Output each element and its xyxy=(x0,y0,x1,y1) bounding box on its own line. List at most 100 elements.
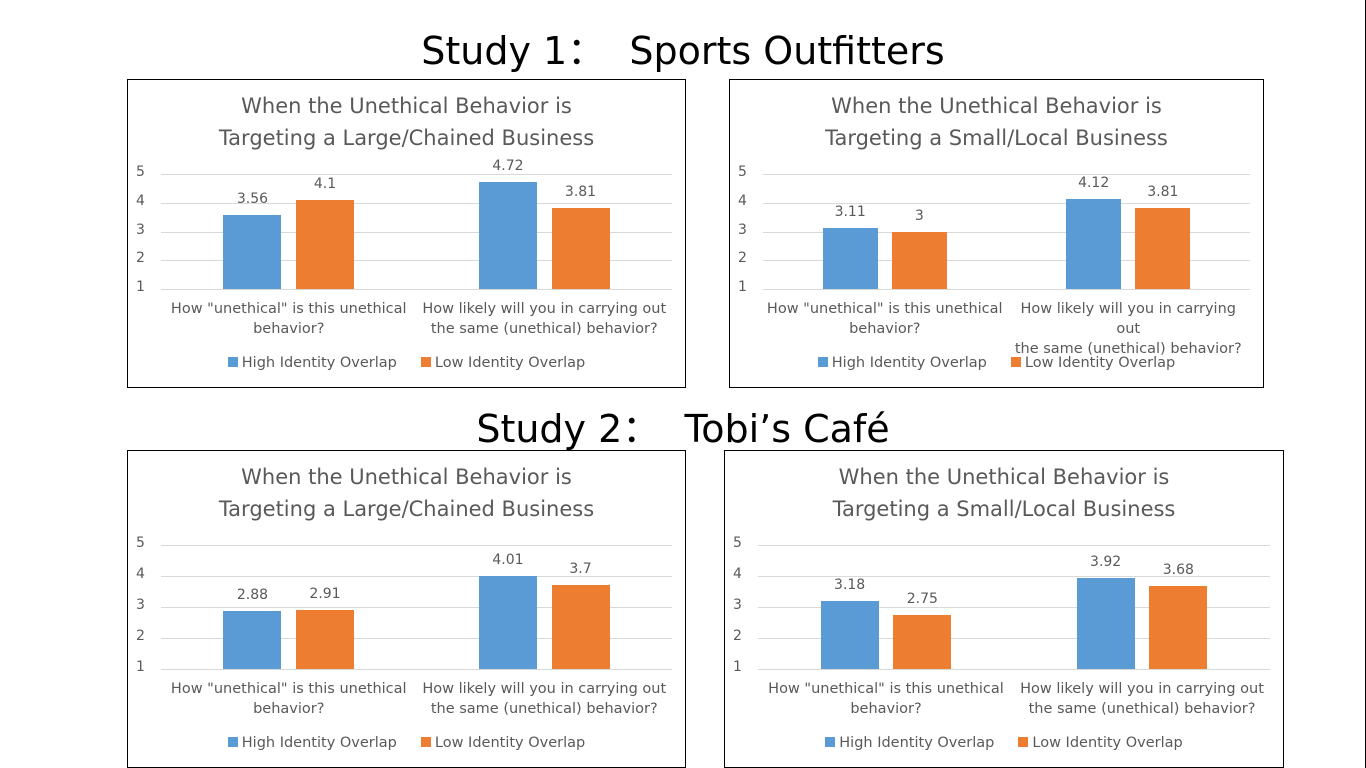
gridline xyxy=(161,289,672,290)
y-tick-label: 5 xyxy=(733,535,742,551)
gridline xyxy=(161,669,672,670)
data-label: 3.11 xyxy=(834,204,866,221)
low-overlap-bar xyxy=(296,609,355,669)
gridline xyxy=(161,202,672,204)
y-tick-label: 2 xyxy=(136,628,145,644)
data-label: 4.72 xyxy=(492,158,524,175)
low-overlap-bar xyxy=(891,231,947,289)
high-overlap-bar xyxy=(820,601,879,669)
legend-item: Low Identity Overlap xyxy=(1010,355,1175,371)
data-label: 3.68 xyxy=(1162,561,1194,578)
category-label: How likely will you in carrying out the s… xyxy=(417,679,673,719)
high-overlap-bar xyxy=(1066,199,1122,289)
category-label-line: How likely will you in carrying out xyxy=(422,301,667,317)
y-tick-label: 3 xyxy=(738,221,747,238)
data-label: 3.81 xyxy=(564,184,597,201)
legend-item: Low Identity Overlap xyxy=(420,735,586,751)
legend-item: High Identity Overlap xyxy=(825,735,994,751)
y-tick-label: 1 xyxy=(136,659,145,675)
chart-3: When the Unethical Behavior is Targeting … xyxy=(127,450,686,768)
legend: High Identity Overlap Low Identity Overla… xyxy=(128,735,685,751)
legend-label: High Identity Overlap xyxy=(241,735,397,751)
data-label: 4.1 xyxy=(313,175,337,192)
legend-swatch xyxy=(420,737,431,747)
category-label-line: the same (unethical) behavior? xyxy=(430,321,658,337)
category-label-line: How "unethical" is this unethical xyxy=(768,681,1004,697)
chart-title-line: Targeting a Large/Chained Business xyxy=(218,497,595,521)
y-tick-label: 2 xyxy=(733,628,742,644)
category-label: How "unethical" is this unethical behavio… xyxy=(161,299,417,339)
study-1-title: Study 1： Sports Outfitters xyxy=(421,29,945,73)
chart-1: When the Unethical Behavior is Targeting … xyxy=(127,79,686,388)
legend-swatch xyxy=(817,357,828,367)
gridline xyxy=(161,607,672,608)
legend-label: High Identity Overlap xyxy=(831,355,987,371)
low-overlap-bar xyxy=(551,208,610,289)
category-label-line: the same (unethical) behavior? xyxy=(1028,701,1256,717)
data-label: 4.01 xyxy=(492,551,524,568)
chart-title-line: Targeting a Small/Local Business xyxy=(832,497,1176,521)
gridline xyxy=(758,638,1270,639)
category-label-line: behavior? xyxy=(849,321,921,337)
legend-swatch xyxy=(227,357,238,367)
category-label-line: behavior? xyxy=(253,701,325,717)
low-overlap-bar xyxy=(1149,585,1208,669)
data-label: 4.12 xyxy=(1078,175,1110,192)
category-label-line: How "unethical" is this unethical xyxy=(170,301,407,317)
high-overlap-bar xyxy=(1076,578,1135,669)
legend-item: High Identity Overlap xyxy=(227,355,397,371)
y-tick-label: 1 xyxy=(738,279,747,295)
y-tick-label: 4 xyxy=(733,566,742,582)
legend-item: High Identity Overlap xyxy=(227,735,397,751)
legend-label: Low Identity Overlap xyxy=(434,735,586,751)
data-label: 2.88 xyxy=(236,586,269,603)
gridline xyxy=(161,231,672,233)
category-label: How "unethical" is this unethical behavio… xyxy=(758,679,1014,719)
y-tick-label: 2 xyxy=(738,250,747,267)
gridline xyxy=(758,669,1270,670)
y-tick-label: 5 xyxy=(136,164,145,180)
data-label: 3.81 xyxy=(1147,184,1179,201)
chart-2: When the Unethical Behavior is Targeting … xyxy=(729,79,1264,388)
chart-title-line: When the Unethical Behavior is xyxy=(241,94,572,118)
gridline xyxy=(161,260,672,262)
high-overlap-bar xyxy=(223,215,282,289)
high-overlap-bar xyxy=(223,610,282,669)
data-label: 2.75 xyxy=(906,590,938,607)
legend-label: Low Identity Overlap xyxy=(1032,735,1183,751)
y-tick-label: 5 xyxy=(136,535,145,551)
gridline xyxy=(758,545,1270,546)
legend-swatch xyxy=(227,737,238,747)
y-tick-label: 2 xyxy=(136,250,145,267)
gridline xyxy=(763,231,1250,233)
category-label-line: How likely will you in carrying out xyxy=(1020,301,1236,337)
legend-swatch xyxy=(1010,357,1021,367)
y-tick-label: 3 xyxy=(136,221,145,238)
legend-item: Low Identity Overlap xyxy=(1018,735,1183,751)
data-label: 3.56 xyxy=(236,191,269,208)
gridline xyxy=(758,576,1270,577)
data-label: 3.18 xyxy=(834,577,866,594)
legend-label: High Identity Overlap xyxy=(839,735,995,751)
y-tick-label: 3 xyxy=(136,597,145,613)
data-label: 3.92 xyxy=(1090,554,1122,571)
legend: High Identity Overlap Low Identity Overla… xyxy=(730,355,1263,371)
gridline xyxy=(763,289,1250,290)
high-overlap-bar xyxy=(478,182,537,289)
category-label-line: the same (unethical) behavior? xyxy=(430,701,658,717)
category-label: How likely will you in carrying out the s… xyxy=(1014,679,1270,719)
low-overlap-bar xyxy=(893,614,952,669)
chart-title-line: Targeting a Small/Local Business xyxy=(825,126,1168,150)
category-label-line: How likely will you in carrying out xyxy=(422,681,667,697)
legend-item: High Identity Overlap xyxy=(817,355,987,371)
category-label-line: How "unethical" is this unethical xyxy=(766,301,1003,317)
low-overlap-bar xyxy=(551,585,610,669)
y-tick-label: 4 xyxy=(738,192,747,209)
chart-title-line: When the Unethical Behavior is xyxy=(241,465,572,489)
category-label-line: behavior? xyxy=(850,701,922,717)
low-overlap-bar xyxy=(1135,208,1191,289)
y-tick-label: 3 xyxy=(733,597,742,613)
category-label: How likely will you in carrying out the s… xyxy=(417,299,673,339)
gridline xyxy=(758,607,1270,608)
gridline xyxy=(161,576,672,577)
